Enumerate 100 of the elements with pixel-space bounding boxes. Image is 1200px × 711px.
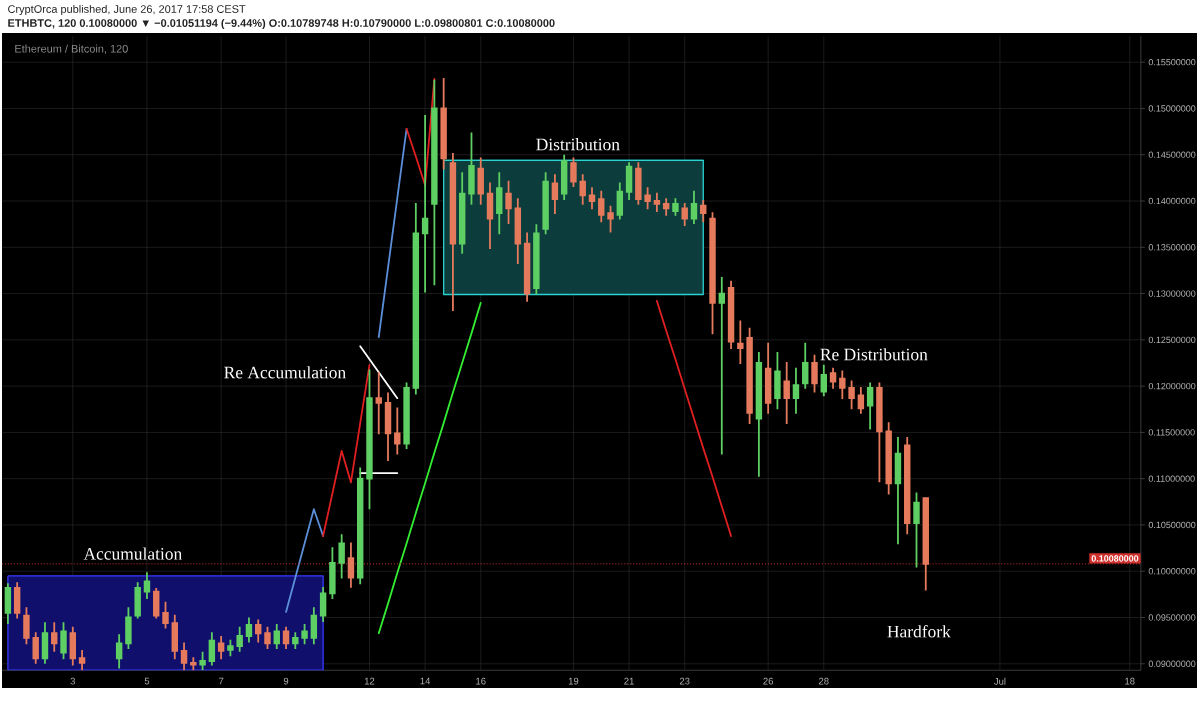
candlestick [458, 172, 466, 254]
candlestick [236, 626, 243, 652]
candlestick [598, 190, 605, 223]
candlestick [848, 380, 855, 410]
candlestick [347, 542, 355, 588]
candlestick [811, 354, 818, 393]
candlestick [514, 198, 522, 264]
line-series [359, 345, 399, 400]
candlestick [653, 192, 661, 213]
candlestick [913, 492, 920, 568]
x-tick-label: 18 [1125, 677, 1135, 685]
y-tick-label: 0.10000000 [1148, 568, 1196, 575]
x-tick-label: 28 [818, 677, 829, 685]
candlestick [505, 180, 512, 225]
candlestick [366, 369, 373, 510]
y-tick-label: 0.10500000 [1148, 521, 1196, 529]
candlestick [282, 626, 290, 649]
candlestick [440, 77, 447, 170]
candlestick [690, 190, 698, 225]
candlestick [839, 370, 846, 400]
candlestick [644, 187, 651, 210]
candlestick [217, 636, 225, 660]
annotation: Distribution [536, 138, 620, 151]
candlestick [783, 362, 790, 425]
candlestick [792, 367, 800, 414]
line-series [377, 301, 482, 635]
x-tick-label: Jul [994, 677, 1006, 685]
y-tick-label: 0.13000000 [1148, 290, 1196, 297]
candlestick [449, 152, 457, 312]
candlestick [69, 626, 77, 666]
candlestick [746, 327, 753, 425]
candlestick [551, 174, 559, 214]
annotation: Accumulation [83, 547, 182, 560]
candlestick [310, 607, 318, 645]
candlestick [496, 172, 503, 235]
candlestick [607, 205, 614, 233]
x-tick-label: 12 [364, 677, 375, 685]
candlestick [115, 634, 123, 669]
candlestick [4, 583, 12, 624]
candlestick [625, 162, 633, 201]
candlestick [477, 157, 484, 205]
candlestick [635, 162, 642, 205]
candlestick [338, 534, 345, 579]
y-tick-label: 0.11500000 [1148, 429, 1195, 436]
candlestick [820, 364, 827, 397]
candlestick [143, 572, 151, 599]
y-tick-label: 0.14000000 [1148, 197, 1196, 205]
candlestick [662, 198, 670, 216]
candlestick [681, 202, 688, 226]
candlestick [134, 582, 141, 619]
y-tick-label: 0.12000000 [1148, 382, 1196, 390]
y-tick-label: 0.11000000 [1148, 475, 1195, 482]
candlestick [403, 382, 410, 450]
candlestick [542, 172, 549, 235]
x-tick-label: 14 [420, 677, 431, 685]
chart-subtitle: ETHBTC, 120 0.10080000 ▼ −0.01051194 (−9.44%) O:0.10789748 H:0.10790000 L:0.09800801 C:0.10080000 [8, 18, 555, 30]
x-tick-label: 3 [70, 677, 75, 685]
candlestick [876, 382, 883, 483]
text: Ethereum / Bitcoin, 120 [15, 44, 128, 54]
candlestick [384, 392, 392, 462]
x-tick-label: 21 [624, 677, 634, 685]
candlestick [245, 617, 253, 643]
candlestick [431, 79, 438, 286]
annotation: Re Distribution [820, 348, 928, 361]
candlestick [755, 351, 763, 477]
candlestick [468, 132, 475, 205]
candlestick [255, 619, 262, 643]
candlestick [301, 624, 308, 645]
candlestick [60, 622, 67, 660]
candlestick [51, 622, 58, 652]
candlestick [894, 437, 902, 545]
candlestick [23, 607, 30, 645]
candlestick [125, 607, 132, 649]
y-tick-label: 0.15500000 [1148, 59, 1196, 66]
text: CryptOrca published, June 26, 2017 17:58 CEST [8, 4, 246, 16]
annotation: Re Accumulation [224, 366, 346, 379]
x-tick-label: 23 [679, 677, 690, 685]
candlestick [486, 182, 494, 250]
candlestick [421, 114, 429, 293]
candlestick [273, 624, 280, 649]
candlestick [616, 182, 624, 220]
candlestick [13, 582, 21, 619]
candlestick [718, 276, 726, 455]
x-tick-label: 7 [218, 677, 224, 685]
candlestick [709, 212, 716, 335]
candlestick [264, 626, 271, 649]
candlestick [32, 632, 39, 664]
candlestick [829, 367, 837, 389]
candlestick [588, 187, 596, 210]
candlestick [866, 382, 874, 430]
x-tick-label: 26 [763, 677, 773, 685]
candlestick [208, 632, 216, 666]
x-tick-label: 9 [283, 677, 289, 685]
candlestick [857, 387, 865, 414]
candlestick [802, 342, 809, 389]
candlestick [764, 342, 772, 414]
y-tick-label: 0.09500000 [1148, 614, 1196, 621]
candlestick [394, 407, 401, 455]
candlestick [41, 622, 49, 664]
ref-line-label: 0.10080000 [1091, 555, 1139, 562]
